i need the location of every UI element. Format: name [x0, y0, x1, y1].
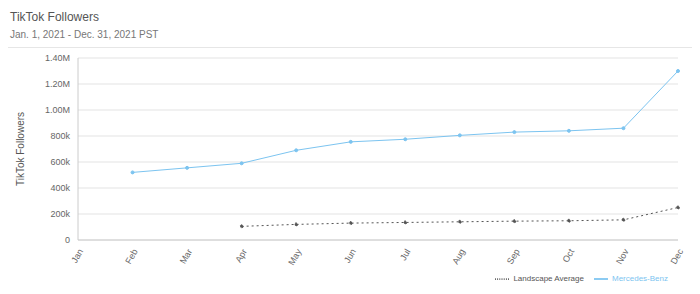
svg-text:May: May	[286, 247, 303, 267]
svg-text:Jul: Jul	[398, 247, 412, 262]
svg-text:Feb: Feb	[123, 247, 139, 265]
html-text:Landscape Average: Landscape Average	[513, 274, 584, 284]
html-text:Jan. 1, 2021 - Dec. 31, 2021 P: Jan. 1, 2021 - Dec. 31, 2021 PST	[10, 29, 159, 40]
svg-text:Mar: Mar	[178, 247, 194, 265]
svg-text:600k: 600k	[50, 157, 70, 167]
svg-text:Aug: Aug	[450, 247, 467, 266]
svg-text:Sep: Sep	[505, 247, 522, 266]
svg-text:800k: 800k	[50, 131, 70, 141]
svg-text:TikTok Followers: TikTok Followers	[15, 112, 26, 186]
svg-text:1.40M: 1.40M	[45, 53, 70, 63]
html-text:TikTok Followers: TikTok Followers	[10, 10, 99, 24]
svg-text:0: 0	[65, 235, 70, 245]
svg-text:Oct: Oct	[561, 247, 577, 265]
svg-text:Dec: Dec	[669, 247, 686, 266]
svg-text:Nov: Nov	[614, 247, 631, 266]
svg-text:Jun: Jun	[342, 247, 358, 265]
html-text:Mercedes-Benz: Mercedes-Benz	[612, 274, 668, 284]
svg-text:200k: 200k	[50, 209, 70, 219]
svg-text:Jan: Jan	[69, 247, 85, 265]
svg-text:400k: 400k	[50, 183, 70, 193]
svg-text:1.00M: 1.00M	[45, 105, 70, 115]
svg-text:1.20M: 1.20M	[45, 79, 70, 89]
svg-text:Apr: Apr	[233, 247, 249, 264]
